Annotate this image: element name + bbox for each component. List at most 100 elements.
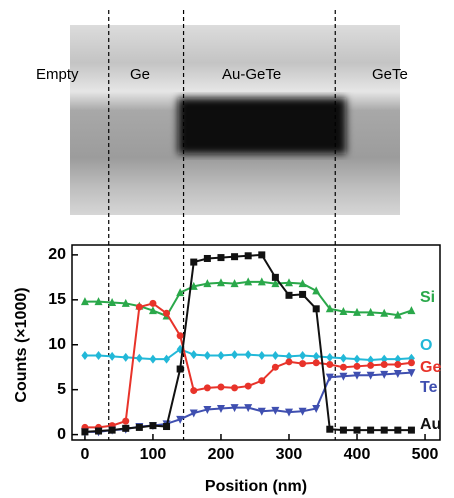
image-label: Au-GeTe xyxy=(222,66,281,83)
point xyxy=(326,352,334,362)
image-label: GeTe xyxy=(372,66,408,83)
series-label: O xyxy=(420,337,432,354)
point xyxy=(339,372,348,381)
point xyxy=(244,277,253,286)
point xyxy=(190,258,198,266)
point xyxy=(312,305,320,313)
point xyxy=(230,404,239,413)
point xyxy=(108,298,117,307)
point xyxy=(217,383,225,391)
series-line xyxy=(84,371,412,433)
point xyxy=(190,350,198,360)
x-axis-label: Position (nm) xyxy=(205,478,307,495)
point xyxy=(95,351,103,361)
point xyxy=(258,251,266,259)
point xyxy=(367,426,375,434)
point xyxy=(149,299,157,307)
point xyxy=(135,423,143,431)
point xyxy=(217,351,225,361)
point xyxy=(149,354,157,364)
point xyxy=(325,373,334,382)
point xyxy=(121,298,130,307)
point xyxy=(230,279,239,288)
point xyxy=(257,407,266,416)
point xyxy=(94,297,103,306)
point xyxy=(258,377,266,385)
point xyxy=(108,351,116,361)
series-label: Ge xyxy=(420,359,441,376)
point xyxy=(203,405,212,414)
point xyxy=(380,426,388,434)
point xyxy=(407,306,416,315)
point xyxy=(244,350,252,360)
point xyxy=(285,358,293,366)
point xyxy=(80,297,89,306)
point xyxy=(312,359,320,367)
point xyxy=(366,371,375,380)
point xyxy=(339,363,347,371)
point xyxy=(244,252,252,260)
point xyxy=(299,360,307,368)
point xyxy=(339,306,348,315)
point xyxy=(135,303,143,311)
point xyxy=(325,304,334,313)
image-label: Empty xyxy=(36,66,79,83)
point xyxy=(353,371,362,380)
series-label: Te xyxy=(420,379,438,396)
y-tick-label: 10 xyxy=(48,336,66,353)
y-tick-label: 20 xyxy=(48,246,66,263)
point xyxy=(149,422,157,430)
point xyxy=(81,351,89,361)
point xyxy=(244,404,253,413)
x-tick-label: 200 xyxy=(208,446,235,463)
point xyxy=(122,352,130,362)
point xyxy=(407,359,415,367)
point xyxy=(353,354,361,364)
point xyxy=(203,384,211,392)
point xyxy=(148,306,157,315)
y-tick-label: 0 xyxy=(57,426,66,443)
point xyxy=(231,384,239,392)
series-label: Si xyxy=(420,289,435,306)
point xyxy=(271,406,280,415)
series-line xyxy=(84,280,412,318)
x-tick-label: 300 xyxy=(276,446,303,463)
point xyxy=(176,415,185,424)
point xyxy=(394,426,402,434)
y-tick-label: 15 xyxy=(48,291,66,308)
point xyxy=(271,273,279,281)
point xyxy=(176,365,184,373)
point xyxy=(271,363,279,371)
point xyxy=(326,361,334,369)
point xyxy=(407,426,415,434)
point xyxy=(298,279,307,288)
point xyxy=(312,286,321,295)
x-tick-label: 0 xyxy=(80,446,89,463)
point xyxy=(394,354,402,364)
x-tick-label: 400 xyxy=(344,446,371,463)
point xyxy=(353,307,362,316)
point xyxy=(367,361,375,369)
point xyxy=(299,290,307,298)
point xyxy=(163,309,171,317)
point xyxy=(122,424,130,432)
point xyxy=(163,354,171,364)
point xyxy=(353,362,361,370)
point xyxy=(203,254,211,262)
point xyxy=(380,370,389,379)
point xyxy=(353,426,361,434)
y-axis-label: Counts (×1000) xyxy=(13,287,30,402)
point xyxy=(190,387,198,395)
point xyxy=(312,351,320,361)
point xyxy=(135,353,143,363)
point xyxy=(203,351,211,361)
point xyxy=(217,254,225,262)
point xyxy=(216,405,225,414)
point xyxy=(108,426,116,434)
point xyxy=(326,425,334,433)
point xyxy=(258,351,266,361)
y-tick-label: 5 xyxy=(57,381,66,398)
point xyxy=(339,426,347,434)
point xyxy=(163,423,171,431)
